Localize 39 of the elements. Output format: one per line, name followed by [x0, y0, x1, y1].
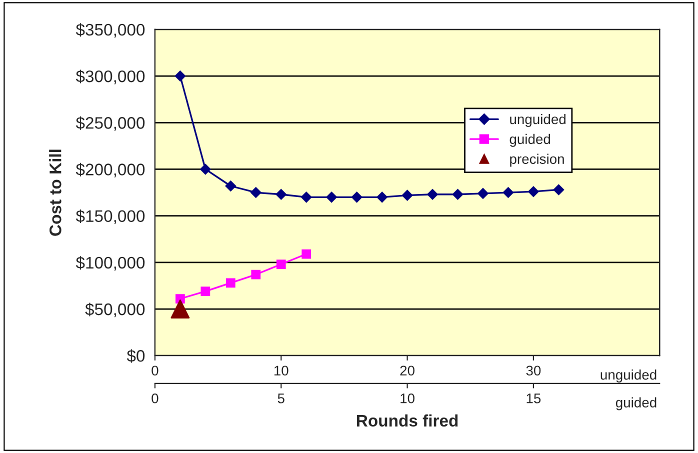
point — [553, 184, 564, 196]
x2-tick-label: 5 — [278, 394, 284, 404]
legend-label: precision — [510, 154, 564, 167]
point — [528, 186, 539, 198]
point — [351, 192, 362, 203]
point — [376, 192, 388, 203]
x-tick-label: 10 — [274, 366, 288, 376]
point — [478, 188, 488, 199]
y-tick-label: $100,000 — [76, 256, 145, 271]
text: guided — [616, 397, 656, 410]
x-axis-title: Rounds fired — [357, 414, 458, 427]
legend-label: guided — [510, 134, 550, 147]
y-tick-label: $150,000 — [76, 210, 145, 224]
x-tick-label: 0 — [152, 366, 158, 376]
point — [452, 188, 464, 200]
point — [402, 190, 413, 201]
point — [250, 187, 262, 198]
point — [276, 188, 287, 200]
x-tick-label: 20 — [400, 366, 414, 376]
legend-label: unguided — [510, 114, 566, 127]
point — [174, 70, 186, 82]
x2-tick-label: 15 — [526, 394, 541, 404]
y-tick-label: $300,000 — [76, 70, 145, 84]
y-tick-label: $200,000 — [76, 162, 145, 178]
point — [502, 187, 514, 198]
x-tick-label: 30 — [526, 366, 541, 376]
point — [427, 188, 438, 200]
y-tick-label: $50,000 — [85, 302, 145, 318]
point — [200, 164, 211, 175]
y-axis-title: Cost to Kill — [49, 150, 62, 236]
y-tick-label: $250,000 — [76, 116, 145, 131]
x2-tick-label: 10 — [400, 393, 414, 404]
y-tick-label: $350,000 — [76, 23, 145, 38]
point — [326, 192, 338, 203]
y-tick-label: $0 — [126, 349, 145, 363]
point — [300, 192, 312, 203]
x2-tick-label: 0 — [152, 393, 158, 404]
point — [225, 180, 236, 192]
text: unguided — [600, 369, 656, 382]
